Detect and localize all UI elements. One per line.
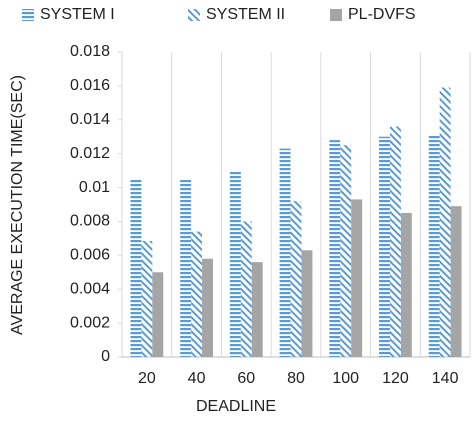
bar	[202, 258, 213, 357]
legend-label: SYSTEM II	[206, 6, 285, 23]
x-tick-label: 100	[332, 370, 359, 387]
bar	[379, 136, 390, 357]
y-tick-label: 0.01	[79, 179, 110, 196]
bar	[191, 231, 203, 357]
bar	[400, 212, 412, 357]
y-axis-title: AVERAGE EXECUTION TIME(SEC)	[9, 75, 26, 335]
x-tick-label: 20	[138, 370, 156, 387]
bar	[428, 135, 440, 357]
bar	[351, 199, 363, 357]
y-tick-label: 0.006	[70, 247, 110, 264]
bar	[329, 140, 341, 357]
legend-swatch	[188, 9, 200, 21]
x-axis-title: DEADLINE	[196, 398, 276, 415]
bar	[240, 221, 252, 357]
bar	[279, 148, 291, 357]
bar	[290, 201, 302, 357]
bar	[301, 250, 313, 357]
y-tick-label: 0.016	[70, 77, 110, 94]
y-tick-label: 0.012	[70, 145, 110, 162]
y-tick-label: 0.008	[70, 213, 110, 230]
y-tick-label: 0.018	[70, 43, 110, 60]
x-tick-label: 40	[188, 370, 206, 387]
bar	[141, 240, 153, 357]
bar	[389, 126, 401, 357]
y-tick-label: 0	[101, 348, 110, 365]
y-tick-label: 0.014	[70, 111, 110, 128]
bar	[229, 170, 241, 357]
y-tick-label: 0.004	[70, 280, 110, 297]
legend-label: SYSTEM I	[40, 6, 115, 23]
bar	[340, 145, 352, 357]
x-tick-label: 120	[382, 370, 409, 387]
legend-swatch	[330, 9, 342, 21]
y-tick-label: 0.002	[70, 314, 110, 331]
x-tick-label: 140	[432, 370, 459, 387]
bar	[439, 87, 451, 357]
bar	[130, 179, 142, 357]
bar	[180, 179, 192, 357]
bar	[450, 206, 462, 357]
x-tick-label: 80	[287, 370, 305, 387]
legend-label: PL-DVFS	[348, 6, 416, 23]
bar	[152, 272, 164, 357]
bar	[251, 262, 263, 357]
legend-swatch	[22, 9, 34, 21]
x-tick-label: 60	[237, 370, 255, 387]
